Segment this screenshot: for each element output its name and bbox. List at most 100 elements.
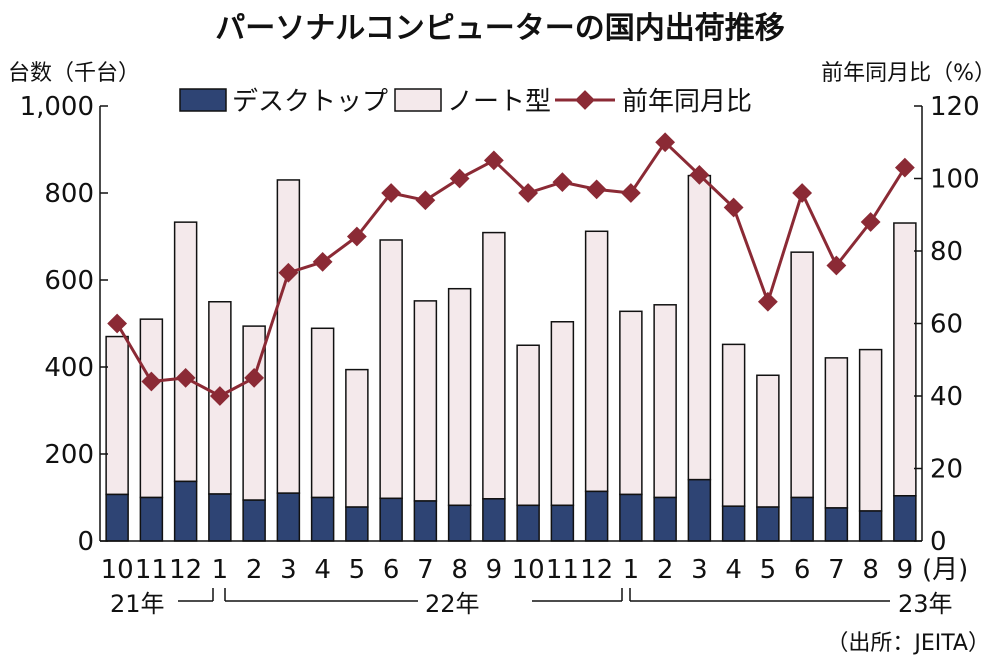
bar-notebook	[687, 174, 712, 481]
yoy-marker	[415, 190, 436, 211]
yoy-marker	[449, 168, 470, 189]
bar-notebook	[584, 230, 609, 493]
left-tick-label: 600	[44, 266, 94, 296]
yoy-marker	[346, 226, 367, 247]
bar-desktop	[482, 498, 506, 542]
yoy-marker	[826, 255, 847, 276]
x-tick-label: 2	[246, 555, 263, 585]
x-tick-label: 1	[212, 555, 229, 585]
bar-desktop	[208, 493, 232, 542]
bar-notebook	[173, 221, 198, 483]
bar-desktop	[447, 504, 472, 542]
right-axis-title: 前年同月比（%）	[821, 61, 996, 86]
yoy-marker	[620, 183, 641, 203]
bar-desktop	[687, 478, 712, 542]
bar-desktop	[345, 506, 369, 542]
bar-notebook	[790, 251, 814, 499]
yoy-marker	[175, 367, 196, 388]
yoy-marker	[107, 313, 128, 334]
yoy-marker	[792, 183, 813, 203]
bar-notebook	[824, 357, 849, 509]
left-tick-label: 200	[44, 440, 94, 470]
yoy-marker	[894, 157, 915, 178]
x-tick-label: 5	[349, 555, 366, 585]
x-tick-label: 9	[486, 555, 503, 585]
bar-desktop	[550, 504, 575, 542]
x-tick-label: 11	[135, 555, 168, 585]
x-tick-label: 11	[546, 555, 579, 585]
x-tick-label: 8	[862, 555, 879, 585]
bar-desktop	[242, 499, 266, 542]
left-tick-label: 0	[77, 527, 94, 557]
yoy-marker	[312, 251, 333, 272]
bar-notebook	[858, 348, 883, 512]
year-label-2021: 21年	[110, 590, 165, 618]
bar-notebook	[721, 343, 746, 507]
x-tick-label: 6	[383, 555, 400, 585]
legend-label-desktop: デスクトップ	[232, 87, 388, 117]
yoy-marker	[244, 367, 265, 388]
yoy-marker	[483, 150, 504, 171]
left-tick-label: 400	[44, 353, 94, 383]
x-tick-label: 2	[657, 555, 674, 585]
right-tick-label: 60	[930, 310, 963, 340]
bar-desktop	[413, 500, 438, 542]
x-tick-label: 12	[169, 555, 202, 585]
bar-notebook	[482, 231, 506, 500]
x-tick-label: 7	[417, 555, 434, 585]
bar-notebook	[345, 368, 369, 508]
bar-desktop	[139, 496, 164, 542]
yoy-marker	[381, 183, 402, 203]
x-tick-label: 10	[101, 555, 134, 585]
left-tick-label: 800	[44, 179, 94, 209]
bar-notebook	[756, 374, 780, 508]
source-note: （出所：JEITA）	[826, 631, 990, 656]
legend-label-notebook: ノート型	[447, 87, 551, 117]
left-axis-title: 台数（千台）	[8, 61, 140, 86]
bar-notebook	[653, 304, 677, 499]
bar-notebook	[516, 344, 540, 507]
legend-label-yoy: 前年同月比	[622, 87, 752, 117]
yoy-line	[115, 140, 907, 398]
bar-notebook	[893, 222, 917, 497]
x-tick-label: 8	[451, 555, 468, 585]
x-tick-label: 5	[760, 555, 777, 585]
x-tick-label: 12	[580, 555, 613, 585]
bar-desktop	[276, 492, 301, 542]
yoy-marker	[141, 371, 162, 392]
axes-layer	[99, 105, 923, 542]
bar-desktop	[790, 496, 814, 542]
year-label-2022: 22年	[425, 590, 480, 618]
legend-swatch-desktop	[179, 88, 227, 112]
bar-notebook	[310, 327, 335, 499]
x-tick-label: 6	[794, 555, 811, 585]
bar-desktop	[584, 490, 609, 542]
x-tick-label: 9	[897, 555, 914, 585]
bar-notebook	[105, 335, 129, 496]
bar-desktop	[310, 496, 335, 542]
yoy-marker	[278, 262, 299, 283]
x-tick-label: 10	[512, 555, 545, 585]
left-tick-label: 1,000	[20, 92, 94, 122]
bar-desktop	[379, 497, 403, 542]
legend-swatch-notebook	[394, 88, 442, 112]
year-label-2023: 23年	[898, 590, 953, 618]
bar-desktop	[173, 480, 198, 542]
year-brackets	[178, 588, 890, 602]
legend: デスクトップ ノート型 前年同月比	[179, 87, 752, 117]
right-tick-label: 120	[930, 92, 980, 122]
bar-desktop	[824, 507, 849, 542]
bar-notebook	[447, 287, 472, 507]
x-tick-label: 3	[691, 555, 708, 585]
yoy-marker	[552, 172, 573, 193]
month-unit-label: (月)	[922, 555, 968, 585]
chart-title: パーソナルコンピューターの国内出荷推移	[215, 11, 784, 46]
bar-notebook	[379, 239, 403, 500]
right-tick-label: 0	[930, 527, 947, 557]
bar-desktop	[516, 504, 540, 542]
bar-notebook	[139, 318, 164, 499]
right-tick-label: 40	[930, 382, 963, 412]
right-tick-label: 80	[930, 237, 963, 267]
bar-desktop	[619, 493, 643, 542]
